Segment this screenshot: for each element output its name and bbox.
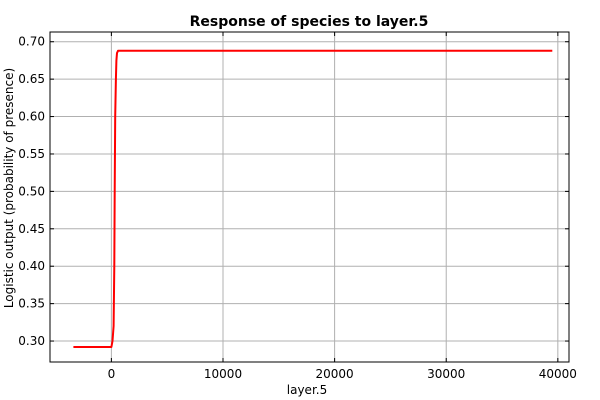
plot-frame [49, 31, 570, 363]
x-tick-label: 0 [108, 367, 116, 381]
x-tick-label: 30000 [427, 367, 465, 381]
y-tick-label: 0.45 [18, 222, 45, 236]
grid-lines [50, 32, 569, 362]
y-tick-label: 0.35 [18, 297, 45, 311]
tick-labels: 0 10000 20000 30000 40000 0.30 0.35 0.40 0.45 0.5… [18, 35, 577, 381]
x-tick-label: 10000 [204, 367, 242, 381]
y-tick-label: 0.30 [18, 334, 45, 348]
y-tick-label: 0.70 [18, 35, 45, 49]
x-axis-label: layer.5 [287, 383, 327, 397]
chart-title: Response of species to layer.5 [190, 14, 429, 30]
y-tick-label: 0.50 [18, 184, 45, 198]
series-layer [73, 49, 553, 348]
y-tick-label: 0.65 [18, 72, 45, 86]
y-tick-label: 0.40 [18, 259, 45, 273]
response-curve [73, 49, 553, 348]
y-tick-label: 0.60 [18, 110, 45, 124]
x-tick-label: 20000 [316, 367, 354, 381]
x-tick-label: 40000 [539, 367, 577, 381]
y-tick-label: 0.55 [18, 147, 45, 161]
axis-ticks [50, 32, 569, 362]
y-axis-label: Logistic output (probability of presence… [2, 68, 16, 308]
